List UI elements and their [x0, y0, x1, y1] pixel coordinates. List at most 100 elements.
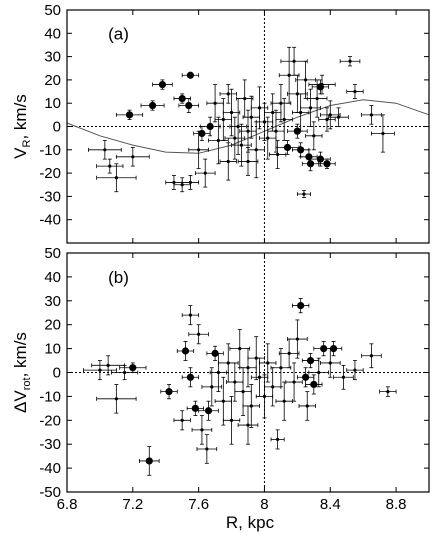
- small-data-point-marker: [266, 361, 270, 365]
- large-data-point-marker: [316, 83, 324, 91]
- small-data-point-marker: [276, 437, 280, 442]
- panel-a-ylabel-main: V: [11, 147, 30, 159]
- large-data-point-marker: [306, 160, 315, 168]
- y-tick-label: 50: [44, 2, 61, 19]
- large-data-point-marker: [191, 404, 199, 412]
- small-data-point: [237, 147, 259, 176]
- small-data-point-marker: [287, 73, 291, 77]
- small-data-point: [361, 105, 382, 125]
- small-data-point-marker: [210, 385, 214, 389]
- small-data-point-marker: [348, 59, 352, 63]
- small-data-point-marker: [205, 447, 209, 451]
- x-tick-label: 6.8: [57, 496, 78, 513]
- small-data-point-marker: [287, 351, 291, 355]
- small-data-point-marker: [353, 89, 357, 94]
- small-data-point-marker: [336, 115, 341, 119]
- large-data-point-marker: [204, 407, 213, 415]
- small-data-point: [226, 362, 244, 402]
- small-data-point-marker: [180, 418, 184, 422]
- small-data-point: [87, 140, 122, 160]
- small-data-point-marker: [271, 385, 275, 389]
- panel-a-ylabel: VR, km/s: [11, 94, 33, 159]
- large-data-point-marker: [125, 111, 134, 119]
- small-data-point-marker: [276, 152, 280, 157]
- small-data-point: [222, 395, 241, 445]
- small-data-point: [275, 381, 293, 421]
- large-data-point: [160, 384, 178, 400]
- small-data-point-marker: [381, 131, 385, 136]
- large-data-point-marker: [165, 388, 173, 396]
- small-data-point-marker: [271, 110, 275, 115]
- large-data-point: [152, 79, 173, 90]
- small-data-point: [270, 348, 292, 388]
- small-data-point: [96, 158, 124, 174]
- small-data-point: [361, 343, 382, 369]
- small-data-point: [247, 336, 265, 381]
- large-data-point: [292, 142, 310, 158]
- small-data-point: [255, 102, 274, 141]
- small-data-point-marker: [317, 370, 321, 375]
- x-tick-label: 8.4: [320, 496, 341, 513]
- small-data-point-marker: [203, 171, 207, 175]
- small-data-point-marker: [262, 394, 267, 398]
- large-data-point: [287, 123, 308, 139]
- large-data-point: [119, 362, 147, 373]
- small-data-point: [346, 84, 364, 99]
- small-data-point: [339, 56, 361, 67]
- large-data-point: [198, 400, 219, 421]
- y-tick-label: 40: [44, 269, 61, 286]
- small-data-point: [191, 415, 213, 445]
- small-data-point: [270, 429, 285, 450]
- small-data-point-marker: [114, 397, 118, 401]
- small-data-point-marker: [257, 106, 262, 110]
- small-data-point-marker: [98, 368, 102, 372]
- small-data-point-marker: [386, 390, 390, 394]
- small-data-point-marker: [274, 129, 278, 133]
- panel-b-ylabel-sub: rot: [21, 377, 33, 390]
- small-data-point-marker: [282, 117, 286, 122]
- large-data-point-marker: [148, 101, 157, 110]
- small-data-point-marker: [213, 101, 217, 105]
- small-data-point-marker: [221, 117, 225, 122]
- small-data-point-marker: [353, 368, 357, 372]
- large-data-point-marker: [293, 127, 301, 135]
- small-data-point: [173, 177, 191, 193]
- large-data-point-marker: [185, 101, 193, 110]
- large-data-point: [305, 374, 323, 395]
- small-data-point-marker: [302, 192, 306, 196]
- small-data-point: [346, 360, 364, 381]
- small-data-point-marker: [238, 347, 242, 351]
- small-data-point: [181, 305, 200, 326]
- small-data-point-marker: [216, 138, 220, 143]
- small-data-point-marker: [246, 159, 250, 164]
- small-data-point-marker: [197, 332, 201, 336]
- small-data-point-marker: [279, 366, 283, 370]
- small-data-point: [219, 142, 237, 181]
- small-data-point: [242, 95, 260, 139]
- large-data-point-marker: [283, 143, 292, 152]
- large-data-point: [301, 352, 320, 369]
- small-data-point: [181, 175, 200, 190]
- small-data-point: [229, 98, 247, 155]
- small-data-point-marker: [188, 180, 193, 185]
- large-data-point-marker: [316, 155, 324, 163]
- small-data-point: [219, 84, 237, 104]
- y-tick-label: -20: [39, 412, 61, 429]
- small-data-point-marker: [108, 164, 112, 168]
- small-data-point: [222, 88, 241, 137]
- panel-a-ylabel-sub: R: [21, 139, 33, 147]
- y-tick-label: -20: [39, 165, 61, 182]
- large-data-point-marker: [306, 356, 315, 365]
- small-data-point: [217, 343, 239, 383]
- small-data-point-marker: [122, 370, 127, 375]
- small-data-point-marker: [246, 423, 250, 427]
- small-data-point-marker: [295, 337, 299, 341]
- small-data-point-marker: [226, 92, 230, 96]
- small-data-point-marker: [299, 110, 303, 115]
- small-data-point: [264, 367, 282, 407]
- small-data-point-marker: [188, 313, 193, 317]
- small-data-point-marker: [315, 96, 319, 101]
- small-data-point: [264, 93, 282, 132]
- small-data-point-marker: [249, 115, 253, 119]
